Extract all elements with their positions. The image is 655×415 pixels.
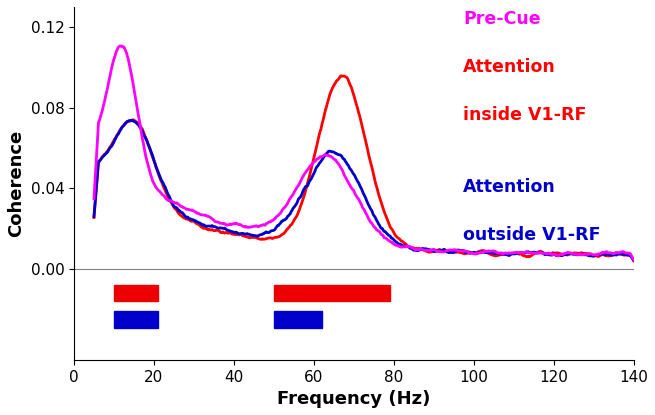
Bar <box>114 285 158 301</box>
Text: inside V1-RF: inside V1-RF <box>463 106 586 124</box>
Y-axis label: Coherence: Coherence <box>7 130 25 237</box>
Bar <box>274 311 322 327</box>
Bar <box>114 311 158 327</box>
Text: Pre-Cue: Pre-Cue <box>463 10 540 29</box>
Text: outside V1-RF: outside V1-RF <box>463 226 601 244</box>
X-axis label: Frequency (Hz): Frequency (Hz) <box>277 390 430 408</box>
Text: Attention: Attention <box>463 178 555 196</box>
Bar <box>274 285 390 301</box>
Text: Attention: Attention <box>463 58 555 76</box>
